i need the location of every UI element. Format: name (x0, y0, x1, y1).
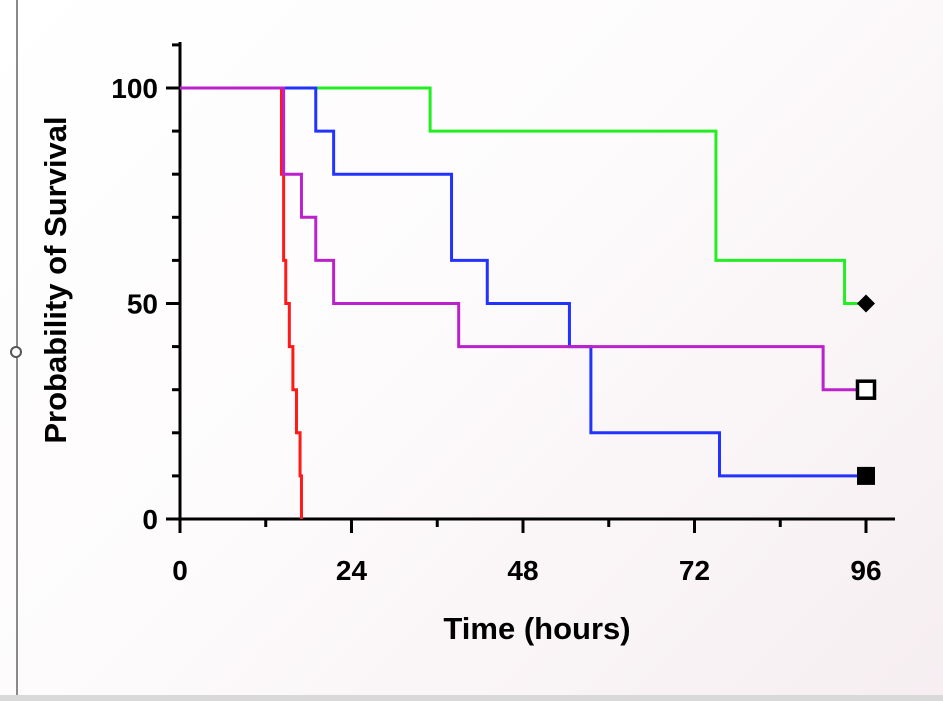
x-tick-label: 72 (679, 555, 710, 586)
x-tick-label: 48 (507, 555, 538, 586)
x-axis-title: Time (hours) (443, 611, 630, 646)
x-tick-label: 0 (172, 555, 188, 586)
y-axis-title: Probability of Survival (38, 116, 73, 443)
series-line-1 (180, 86, 303, 519)
end-marker-diamond (857, 294, 875, 313)
end-marker-filled-square (857, 466, 875, 485)
axes (166, 42, 895, 533)
tick-labels: 0 24 48 72 96 0 50 100 (111, 73, 881, 586)
bottom-strip (0, 695, 943, 701)
series-line-3 (180, 86, 866, 478)
series-line-2 (180, 86, 866, 305)
y-tick-label: 100 (111, 73, 158, 104)
marker-layer (855, 294, 877, 485)
series-line-4 (180, 86, 866, 392)
y-tick-label: 0 (142, 504, 158, 535)
x-tick-label: 96 (850, 555, 881, 586)
series-layer (180, 86, 866, 519)
y-tick-label: 50 (127, 289, 158, 320)
x-tick-label: 24 (336, 555, 368, 586)
end-marker-open-square (855, 379, 877, 400)
resize-handle[interactable] (10, 346, 22, 358)
